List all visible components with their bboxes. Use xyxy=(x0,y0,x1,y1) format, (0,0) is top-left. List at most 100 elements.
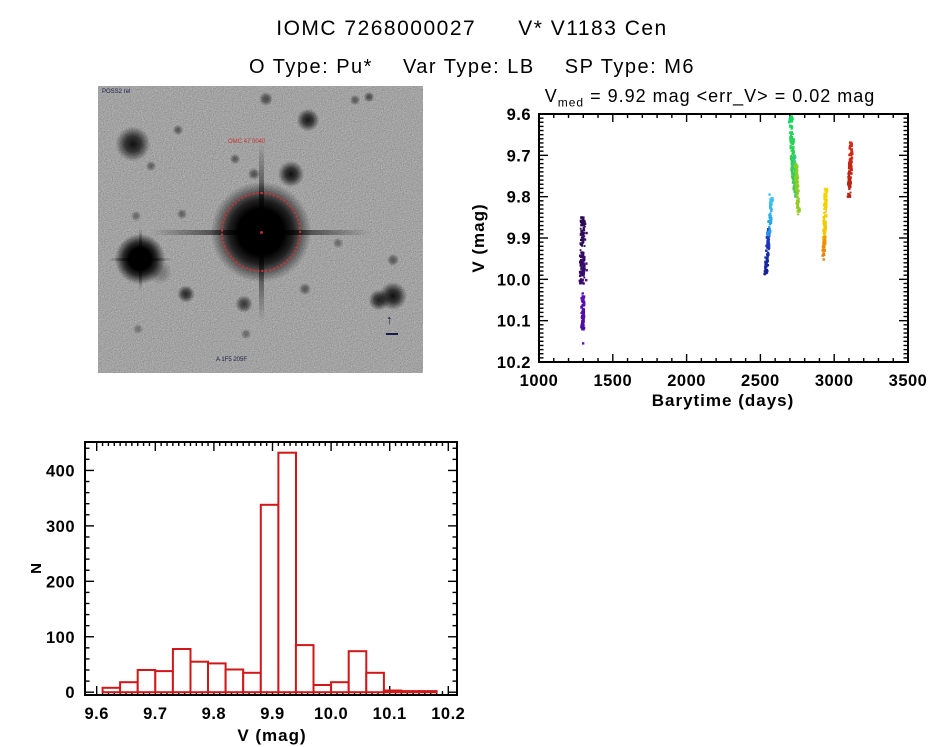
star xyxy=(176,284,196,304)
star xyxy=(377,280,409,312)
subtitle-vartype: Var Type: LB xyxy=(402,56,535,78)
svg-text:3000: 3000 xyxy=(815,372,854,390)
histogram-bar xyxy=(294,644,315,694)
histogram-bar xyxy=(400,690,420,694)
v-histogram-plot: 9.6 9.7 9.8 9.9 10.0 10.1 10.2 0 100 200 300 400 xyxy=(46,441,465,723)
star xyxy=(386,253,400,267)
histogram-bar xyxy=(418,690,438,694)
epoch-orange xyxy=(821,236,827,257)
histogram-bars xyxy=(101,451,438,694)
lightcurve-plot: 1000 1500 2000 2500 3000 3500 9.6 9.7 9.8 9.9 10.0… xyxy=(497,106,927,390)
histogram-bar xyxy=(330,681,350,694)
svg-text:200: 200 xyxy=(46,573,75,591)
lightcurve-ytick: 9.6 xyxy=(507,106,531,124)
histogram-bar xyxy=(101,686,122,694)
histogram-bar xyxy=(224,668,245,694)
star xyxy=(113,124,153,164)
svg-text:3500: 3500 xyxy=(889,372,928,390)
epoch-red xyxy=(846,141,854,198)
target-marker-circle xyxy=(221,192,301,272)
star xyxy=(145,160,157,172)
secondary-star xyxy=(112,231,168,287)
svg-text:300: 300 xyxy=(46,518,75,536)
north-arrow-icon: ↑ xyxy=(386,312,393,327)
lightcurve-title-sub: med xyxy=(557,95,585,110)
svg-text:10.2: 10.2 xyxy=(431,705,465,723)
histogram-bar xyxy=(171,648,192,694)
star xyxy=(349,94,361,106)
histogram-axes: 9.6 9.7 9.8 9.9 10.0 10.1 10.2 0 100 200 300 400 xyxy=(46,441,465,723)
svg-text:1000: 1000 xyxy=(520,372,559,390)
lightcurve-outlier-point xyxy=(585,231,588,235)
svg-text:9.6: 9.6 xyxy=(84,705,108,723)
lightcurve-ytick: 10.2 xyxy=(497,354,531,372)
page-title: IOMC 7268000027 V* V1183 Cen xyxy=(0,17,944,41)
target-label: OMC 47 0040 xyxy=(228,139,266,145)
lightcurve-outlier-point xyxy=(768,193,771,196)
epoch-purple-dark xyxy=(578,216,587,285)
lightcurve-outlier-point xyxy=(585,262,588,265)
lightcurve-ytick: 9.8 xyxy=(507,189,531,207)
lightcurve-outlier-point xyxy=(585,278,588,282)
lightcurve-xlabel: Barytime (days) xyxy=(651,391,795,410)
svg-text:10.0: 10.0 xyxy=(314,705,348,723)
svg-text:10.1: 10.1 xyxy=(373,705,407,723)
lightcurve-outlier-point xyxy=(822,258,825,261)
histogram-bar xyxy=(259,503,280,694)
histogram-bar xyxy=(242,671,262,694)
star xyxy=(132,323,144,335)
lightcurve-title-rest: = 9.92 mag <err_V> = 0.02 mag xyxy=(584,86,876,106)
star xyxy=(363,91,375,103)
histogram-bar xyxy=(119,681,139,694)
lightcurve-ytick: 9.9 xyxy=(507,230,531,248)
star xyxy=(176,208,188,220)
page-subtitle: O Type: Pu* Var Type: LB SP Type: M6 xyxy=(0,56,944,79)
histogram-bar xyxy=(382,689,403,694)
epoch-yellow-green xyxy=(793,163,801,216)
lightcurve-ytick: 10.0 xyxy=(497,271,531,289)
lightcurve-outlier-point xyxy=(581,342,585,345)
star xyxy=(295,107,321,133)
histogram-bar xyxy=(312,684,333,694)
lightcurve-title: Vmed = 9.92 mag <err_V> = 0.02 mag xyxy=(515,86,905,110)
histogram-bar xyxy=(136,669,157,694)
svg-text:400: 400 xyxy=(46,462,75,480)
svg-text:1500: 1500 xyxy=(593,372,632,390)
svg-text:100: 100 xyxy=(46,629,75,647)
subtitle-sptype: SP Type: M6 xyxy=(564,56,696,78)
subtitle-otype: O Type: Pu* xyxy=(248,56,373,78)
histogram-bar xyxy=(277,451,297,694)
survey-label: POSS2 rel xyxy=(102,89,131,95)
lightcurve-outlier-point xyxy=(585,269,588,272)
star xyxy=(229,153,241,165)
svg-text:2500: 2500 xyxy=(741,372,780,390)
lightcurve-title-v: V xyxy=(544,86,558,106)
epoch-purple-bright xyxy=(580,292,586,331)
epoch-cyan xyxy=(766,197,774,237)
lightcurve-ytick: 9.7 xyxy=(507,147,531,165)
star xyxy=(172,124,184,136)
star xyxy=(234,294,254,314)
histogram-bar xyxy=(365,671,385,694)
lightcurve-points xyxy=(578,115,854,345)
star xyxy=(240,328,252,340)
finder-chart-image: POSS2 rel OMC 47 0040 A 1F5 205F ↑ xyxy=(98,86,423,373)
star xyxy=(332,237,344,249)
svg-text:0: 0 xyxy=(65,684,75,702)
star xyxy=(247,167,261,181)
lightcurve-axes: 1000 1500 2000 2500 3000 3500 9.6 9.7 9.8 9.9 10.0… xyxy=(497,106,927,390)
title-star-name: V* V1183 Cen xyxy=(518,17,668,40)
lightcurve-ytick: 10.1 xyxy=(497,313,531,331)
svg-text:2000: 2000 xyxy=(667,372,706,390)
star xyxy=(130,210,142,222)
svg-text:9.7: 9.7 xyxy=(143,705,167,723)
histogram-bar xyxy=(347,650,368,694)
histogram-bar xyxy=(189,660,210,694)
coordinates-label: A 1F5 205F xyxy=(216,357,248,363)
histogram-xlabel: V (mag) xyxy=(237,726,307,745)
title-source-id: IOMC 7268000027 xyxy=(276,17,477,40)
star xyxy=(298,282,312,296)
histogram-bar xyxy=(207,662,227,694)
